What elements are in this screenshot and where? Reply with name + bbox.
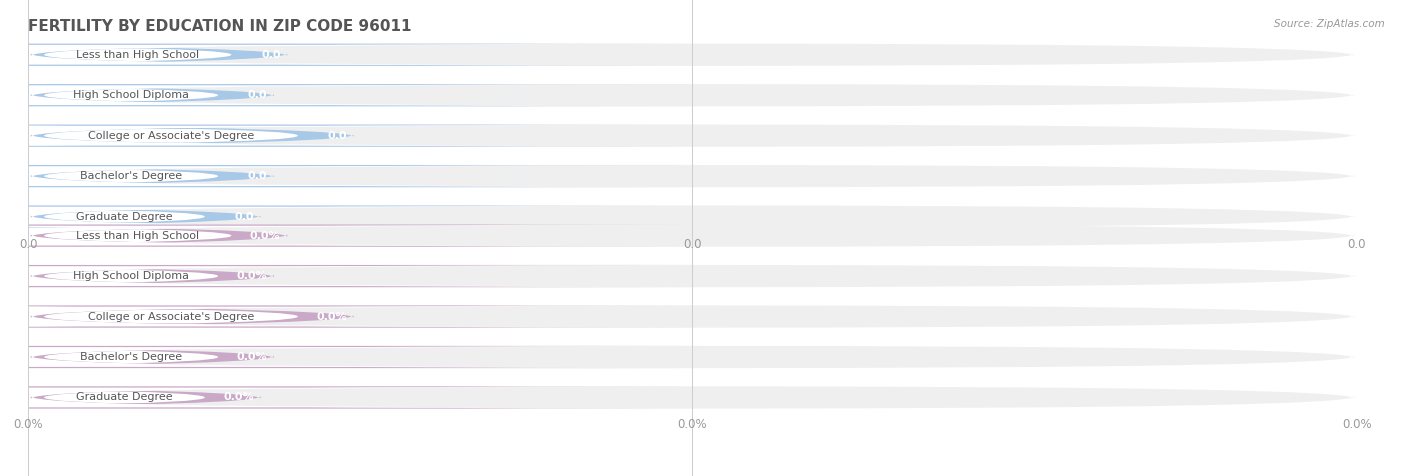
FancyBboxPatch shape <box>0 207 575 227</box>
FancyBboxPatch shape <box>0 346 695 368</box>
Text: Bachelor's Degree: Bachelor's Degree <box>80 171 183 181</box>
FancyBboxPatch shape <box>0 265 695 287</box>
FancyBboxPatch shape <box>0 125 695 147</box>
FancyBboxPatch shape <box>31 346 1354 368</box>
FancyBboxPatch shape <box>0 45 575 65</box>
FancyBboxPatch shape <box>31 387 1354 408</box>
Text: 0.0: 0.0 <box>235 211 254 222</box>
FancyBboxPatch shape <box>0 306 695 327</box>
Text: FERTILITY BY EDUCATION IN ZIP CODE 96011: FERTILITY BY EDUCATION IN ZIP CODE 96011 <box>28 19 412 34</box>
FancyBboxPatch shape <box>31 265 1354 287</box>
Text: 0.0: 0.0 <box>247 171 267 181</box>
FancyBboxPatch shape <box>31 44 1354 66</box>
Text: 0.0%: 0.0% <box>316 311 347 322</box>
Text: 0.0%: 0.0% <box>1341 418 1372 431</box>
Text: High School Diploma: High School Diploma <box>73 271 188 281</box>
FancyBboxPatch shape <box>31 225 1354 247</box>
FancyBboxPatch shape <box>0 387 575 407</box>
Text: 0.0%: 0.0% <box>236 352 267 362</box>
FancyBboxPatch shape <box>0 85 575 105</box>
FancyBboxPatch shape <box>0 206 695 228</box>
FancyBboxPatch shape <box>0 307 575 327</box>
Text: 0.0%: 0.0% <box>250 230 281 241</box>
FancyBboxPatch shape <box>0 387 695 408</box>
Text: College or Associate's Degree: College or Associate's Degree <box>87 130 254 141</box>
FancyBboxPatch shape <box>31 84 1354 106</box>
Text: Less than High School: Less than High School <box>76 50 200 60</box>
FancyBboxPatch shape <box>0 225 695 247</box>
FancyBboxPatch shape <box>0 166 575 186</box>
Text: High School Diploma: High School Diploma <box>73 90 188 100</box>
Text: 0.0: 0.0 <box>247 90 267 100</box>
Text: 0.0%: 0.0% <box>224 392 254 403</box>
Text: 0.0%: 0.0% <box>236 271 267 281</box>
FancyBboxPatch shape <box>0 226 575 246</box>
Text: 0.0%: 0.0% <box>678 418 707 431</box>
Text: Bachelor's Degree: Bachelor's Degree <box>80 352 183 362</box>
FancyBboxPatch shape <box>0 266 575 286</box>
FancyBboxPatch shape <box>31 206 1354 228</box>
Text: 0.0: 0.0 <box>262 50 281 60</box>
FancyBboxPatch shape <box>0 347 575 367</box>
FancyBboxPatch shape <box>31 306 1354 327</box>
FancyBboxPatch shape <box>0 165 695 187</box>
FancyBboxPatch shape <box>31 165 1354 187</box>
Text: 0.0%: 0.0% <box>13 418 44 431</box>
Text: Graduate Degree: Graduate Degree <box>76 211 173 222</box>
FancyBboxPatch shape <box>0 84 695 106</box>
FancyBboxPatch shape <box>0 126 575 146</box>
Text: Graduate Degree: Graduate Degree <box>76 392 173 403</box>
Text: Source: ZipAtlas.com: Source: ZipAtlas.com <box>1274 19 1385 29</box>
Text: 0.0: 0.0 <box>18 238 38 250</box>
Text: College or Associate's Degree: College or Associate's Degree <box>87 311 254 322</box>
FancyBboxPatch shape <box>0 44 695 66</box>
FancyBboxPatch shape <box>31 125 1354 147</box>
Text: 0.0: 0.0 <box>1347 238 1367 250</box>
Text: Less than High School: Less than High School <box>76 230 200 241</box>
Text: 0.0: 0.0 <box>328 130 347 141</box>
Text: 0.0: 0.0 <box>683 238 702 250</box>
